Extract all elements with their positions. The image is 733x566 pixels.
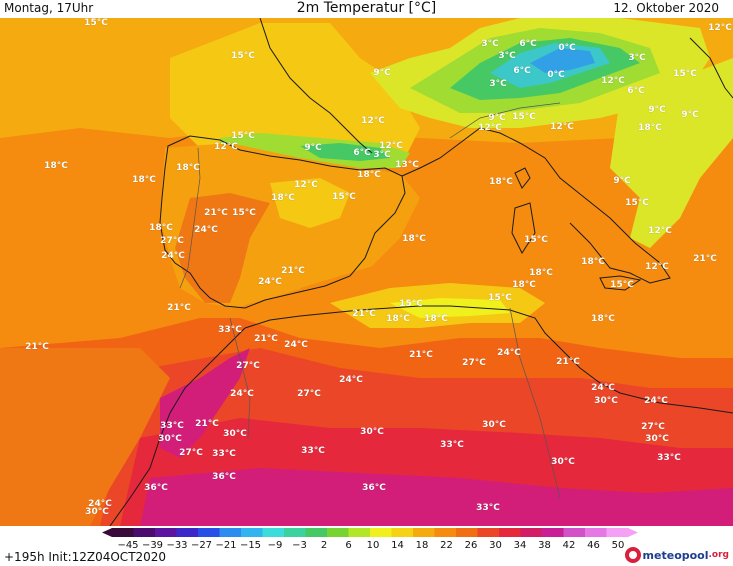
colorbar-cell [413, 528, 435, 537]
borders [179, 102, 561, 499]
iberia-southwest [175, 193, 270, 303]
model-run-info: +195h Init:12Z04OCT2020 [4, 550, 167, 564]
colorbar-tick-label: 38 [538, 540, 551, 551]
colorbar-tick-label: 2 [320, 540, 328, 551]
colorbar-tick-label: −3 [292, 540, 307, 551]
colorbar-tick-label: 18 [415, 540, 429, 551]
colorbar-tick-label: 22 [440, 540, 453, 551]
colorbar-tick-label: 6 [345, 540, 352, 551]
colorbar-tick-label: −45 [117, 540, 139, 551]
atlas-core [390, 298, 510, 318]
colorbar-cell [112, 528, 134, 537]
colorbar-cell [198, 528, 220, 537]
colorbar-tick-label: 14 [391, 540, 404, 551]
morocco-hot [160, 348, 250, 458]
colorbar-cell [262, 528, 285, 537]
colorbar-cell [563, 528, 586, 537]
colorbar-cell [606, 528, 629, 537]
footer-bar: −45 −39 −33 −27 −21 −15 −9 −3 2 6 10 14 18 22 26 30 34 38… [0, 526, 733, 566]
colorbar-cell [499, 528, 521, 537]
colorbar-tick-label: −39 [141, 540, 164, 551]
colorbar-cell [241, 528, 263, 537]
colorbar-cell [176, 528, 199, 537]
colorbar-cell [477, 528, 500, 537]
colorbar-cell [391, 528, 414, 537]
colorbar-cell [155, 528, 177, 537]
colorbar-min-arrow [102, 528, 112, 537]
colorbar-cell [370, 528, 392, 537]
colorbar-cell [284, 528, 306, 537]
spain-portugal-border [179, 147, 201, 289]
sardinia-coast [511, 202, 536, 255]
colorbar-tick-label: 30 [489, 540, 502, 551]
morocco-algeria-border [229, 317, 251, 439]
colorbar-cell [520, 528, 543, 537]
forecast-valid-day: Montag, 17Uhr [4, 1, 94, 15]
balkan-field [610, 58, 733, 248]
algeria-tunisia-border [509, 307, 561, 499]
colorbar-tick-label: 26 [464, 540, 478, 551]
colorbar-tick-label: −21 [215, 540, 237, 551]
logo-tld: .org [708, 550, 729, 560]
logo-text: meteopool [642, 548, 709, 562]
atlantic-africa [0, 348, 170, 526]
colorbar-cell [219, 528, 242, 537]
iberia-coast [159, 135, 406, 309]
header-bar: Montag, 17Uhr 2m Temperatur [°C] 12. Okt… [0, 0, 733, 18]
colorbar-cell [348, 528, 371, 537]
france-coast [259, 18, 373, 154]
colorbar-cell [327, 528, 349, 537]
temperature-map: 15°C 15°C 12°C 3°C 6°C 0°C 3°C 3°C 9°C 6°C 0°C 15°C… [0, 18, 733, 526]
colorbar-cell [542, 528, 564, 537]
colorbar-cell [434, 528, 457, 537]
temperature-field [0, 18, 733, 526]
meteopool-logo-icon [624, 547, 641, 563]
colorbar [102, 528, 638, 537]
colorbar-tick-label: −27 [190, 540, 213, 551]
north-africa-coast [244, 305, 733, 414]
coastlines [109, 18, 733, 526]
colorbar-cell [305, 528, 328, 537]
alpine-borders [449, 102, 561, 139]
colorbar-tick-label: 10 [366, 540, 380, 551]
iberia-plateau [270, 178, 350, 228]
colorbar-cell [133, 528, 156, 537]
map-title: 2m Temperatur [°C] [296, 0, 437, 16]
pyrenees-core [300, 143, 390, 161]
colorbar-max-arrow [628, 528, 638, 537]
colorbar-cell [456, 528, 478, 537]
colorbar-tick-label: 34 [513, 540, 527, 551]
forecast-date: 12. Oktober 2020 [613, 1, 719, 15]
sicily-coast [599, 275, 642, 291]
colorbar-tick-label: 46 [587, 540, 600, 551]
alps-peak [530, 48, 595, 73]
colorbar-tick-label: −15 [239, 540, 262, 551]
france-field [170, 23, 420, 168]
colorbar-tick-label: 50 [611, 540, 625, 551]
colorbar-tick-label: 42 [562, 540, 576, 551]
colorbar-tick-label: −33 [166, 540, 188, 551]
meteopool-logo[interactable]: meteopool .org [624, 546, 729, 564]
adriatic-coast [689, 37, 733, 99]
colorbar-tick-label: −9 [267, 540, 283, 551]
sahara-hot-core [140, 468, 733, 526]
corsica-coast [514, 167, 531, 189]
morocco-coast [109, 327, 246, 526]
colorbar-cell [585, 528, 607, 537]
italy-coast [401, 127, 671, 284]
